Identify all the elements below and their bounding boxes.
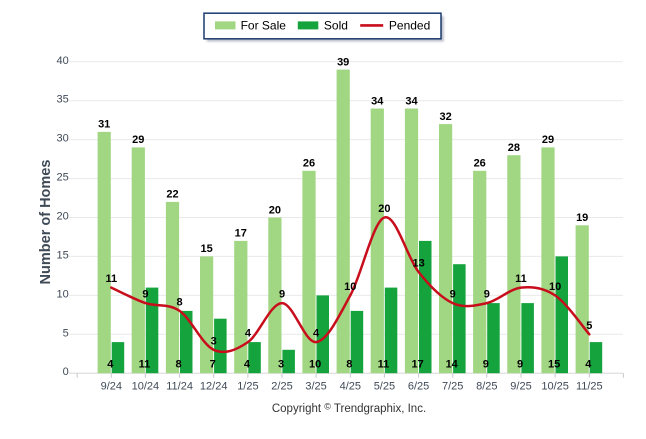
svg-text:1/25: 1/25 [237, 381, 258, 393]
svg-text:11: 11 [515, 273, 527, 285]
svg-text:Copyright © Trendgraphix, Inc.: Copyright © Trendgraphix, Inc. [272, 402, 426, 416]
svg-text:15: 15 [548, 359, 560, 371]
svg-text:12/24: 12/24 [200, 381, 228, 393]
svg-text:4: 4 [107, 359, 114, 371]
svg-text:3: 3 [211, 335, 217, 347]
svg-text:8/25: 8/25 [476, 381, 497, 393]
svg-text:5: 5 [586, 320, 592, 332]
svg-text:9: 9 [517, 359, 523, 371]
svg-text:9/25: 9/25 [510, 381, 531, 393]
svg-text:10/24: 10/24 [132, 381, 160, 393]
svg-text:28: 28 [508, 142, 520, 154]
svg-text:8: 8 [177, 296, 183, 308]
svg-text:29: 29 [132, 134, 144, 146]
svg-text:20: 20 [378, 203, 390, 215]
svg-text:3: 3 [278, 359, 284, 371]
svg-text:6/25: 6/25 [408, 381, 429, 393]
svg-text:9: 9 [279, 289, 285, 301]
svg-text:9: 9 [483, 359, 489, 371]
svg-text:11/25: 11/25 [576, 381, 603, 393]
svg-text:34: 34 [371, 95, 384, 107]
svg-text:10: 10 [344, 281, 356, 293]
svg-text:9: 9 [484, 289, 490, 301]
svg-text:26: 26 [303, 158, 315, 170]
svg-text:Sold: Sold [324, 18, 348, 32]
svg-text:2/25: 2/25 [271, 381, 292, 393]
svg-text:3/25: 3/25 [305, 381, 326, 393]
svg-text:15: 15 [57, 249, 69, 261]
svg-text:34: 34 [405, 95, 418, 107]
svg-text:5: 5 [63, 327, 69, 339]
svg-text:4/25: 4/25 [340, 381, 361, 393]
svg-text:22: 22 [166, 189, 178, 201]
svg-text:26: 26 [474, 158, 486, 170]
svg-text:8: 8 [176, 359, 182, 371]
svg-text:10: 10 [309, 359, 321, 371]
svg-text:20: 20 [57, 211, 69, 223]
svg-text:4: 4 [585, 359, 592, 371]
svg-text:29: 29 [542, 134, 554, 146]
svg-text:40: 40 [57, 55, 69, 67]
svg-text:15: 15 [200, 243, 212, 255]
svg-text:0: 0 [63, 366, 69, 378]
svg-text:7: 7 [210, 359, 216, 371]
svg-text:32: 32 [439, 111, 451, 123]
svg-text:11: 11 [378, 359, 390, 371]
svg-text:31: 31 [98, 119, 110, 131]
svg-text:35: 35 [57, 94, 69, 106]
svg-text:9/24: 9/24 [101, 381, 122, 393]
svg-text:For Sale: For Sale [241, 18, 287, 32]
svg-text:4: 4 [245, 328, 252, 340]
svg-text:9: 9 [142, 289, 148, 301]
svg-text:Pended: Pended [389, 18, 430, 32]
svg-text:10: 10 [57, 288, 69, 300]
svg-text:11: 11 [105, 273, 117, 285]
svg-text:13: 13 [412, 258, 424, 270]
svg-text:9: 9 [450, 289, 456, 301]
svg-text:14: 14 [446, 359, 459, 371]
svg-text:5/25: 5/25 [374, 381, 395, 393]
svg-text:25: 25 [57, 172, 69, 184]
svg-text:30: 30 [57, 133, 69, 145]
svg-text:20: 20 [269, 204, 281, 216]
svg-text:17: 17 [235, 228, 247, 240]
svg-text:4: 4 [313, 328, 320, 340]
svg-text:10: 10 [549, 281, 561, 293]
svg-text:11/24: 11/24 [166, 381, 193, 393]
svg-text:17: 17 [411, 359, 423, 371]
svg-text:11: 11 [139, 359, 151, 371]
svg-text:39: 39 [337, 56, 349, 68]
svg-text:4: 4 [244, 359, 251, 371]
svg-text:7/25: 7/25 [442, 381, 463, 393]
svg-text:10/25: 10/25 [541, 381, 569, 393]
svg-text:19: 19 [576, 212, 588, 224]
svg-text:8: 8 [346, 359, 352, 371]
svg-text:Number of Homes: Number of Homes [38, 160, 54, 285]
